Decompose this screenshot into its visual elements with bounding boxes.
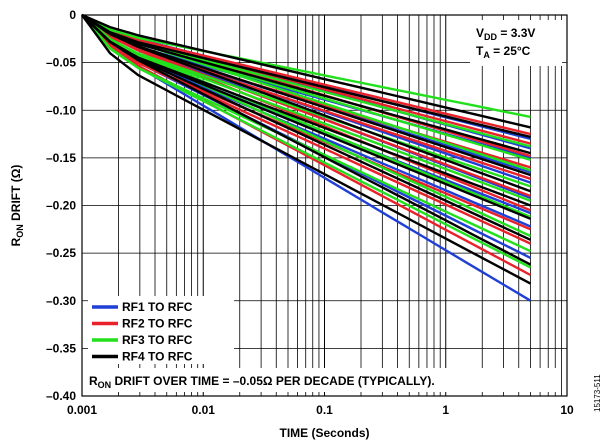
y-tick-labels: 0 –0.05 –0.10 –0.15 –0.20 –0.25 –0.30 –0.35 –0.4… (46, 8, 76, 403)
y-axis-label: RON DRIFT (Ω) (9, 165, 25, 247)
annotation-background (86, 368, 561, 392)
conditions-vdd: VDD = 3.3V (476, 26, 535, 42)
y-tick-label: –0.40 (46, 389, 76, 403)
conditions-box: VDD = 3.3V TA = 25°C (470, 20, 562, 66)
series-line-rf4-to-rfc (81, 13, 531, 139)
annotation-text: RON DRIFT OVER TIME = –0.05Ω PER DECADE … (89, 374, 435, 390)
y-tick-label: –0.05 (46, 56, 76, 70)
annotation-box: RON DRIFT OVER TIME = –0.05Ω PER DECADE … (86, 368, 561, 392)
x-tick-labels: 0.001 0.01 0.1 1 10 (67, 403, 574, 417)
legend-label: RF3 TO RFC (122, 333, 193, 347)
y-tick-label: 0 (69, 8, 76, 22)
plot-frame (81, 14, 568, 397)
vdd-rest: = 3.3V (497, 26, 535, 40)
series-line-rf4-to-rfc (81, 14, 532, 241)
conditions-background (470, 20, 562, 66)
y-tick-label: –0.10 (46, 103, 76, 117)
y-axis-label-main: R (9, 237, 23, 246)
vdd-sub: DD (484, 32, 497, 42)
annotation-sub: ON (98, 380, 112, 390)
annotation-rest: DRIFT OVER TIME = –0.05Ω PER DECADE (TYP… (111, 374, 435, 388)
vdd-main: V (476, 26, 484, 40)
y-axis-label-sub: ON (15, 224, 25, 238)
y-tick-label: –0.25 (46, 246, 76, 260)
ta-main: T (476, 44, 484, 58)
y-tick-label: –0.15 (46, 151, 76, 165)
x-axis-label: TIME (Seconds) (279, 426, 369, 440)
series-line-rf4-to-rfc (81, 14, 531, 207)
y-tick-label: –0.30 (46, 294, 76, 308)
series-layer (81, 13, 532, 302)
x-tick-label: 10 (560, 403, 574, 417)
y-axis-label-rest: DRIFT (Ω) (9, 165, 23, 225)
series-line-rf3-to-rfc (81, 14, 531, 188)
ta-rest: = 25°C (490, 44, 531, 58)
x-tick-label: 0.001 (67, 403, 97, 417)
series-line-rf4-to-rfc (81, 14, 531, 177)
conditions-ta: TA = 25°C (476, 44, 531, 60)
ta-sub: A (483, 50, 490, 60)
series-line-rf4-to-rfc (81, 14, 532, 266)
y-tick-label: –0.35 (46, 341, 76, 355)
x-tick-label: 0.1 (316, 403, 333, 417)
series-line-rf4-to-rfc (81, 13, 531, 129)
annotation-main: R (89, 374, 98, 388)
legend-label: RF2 TO RFC (122, 317, 193, 331)
legend: RF1 TO RFC RF2 TO RFC RF3 TO RFC RF4 TO RFC (88, 296, 234, 364)
series-line-rf4-to-rfc (81, 14, 531, 193)
figure-id: 15173-511 (593, 374, 602, 412)
series-line-rf4-to-rfc (81, 13, 531, 155)
y-tick-label: –0.20 (46, 199, 76, 213)
x-tick-label: 0.01 (192, 403, 216, 417)
legend-label: RF1 TO RFC (122, 300, 193, 314)
x-tick-label: 1 (442, 403, 449, 417)
series-line-rf3-to-rfc (81, 13, 531, 119)
series-line-rf2-to-rfc (81, 14, 531, 198)
series-line-rf2-to-rfc (81, 13, 531, 136)
legend-label: RF4 TO RFC (122, 350, 193, 364)
series-line-rf4-to-rfc (81, 14, 532, 285)
